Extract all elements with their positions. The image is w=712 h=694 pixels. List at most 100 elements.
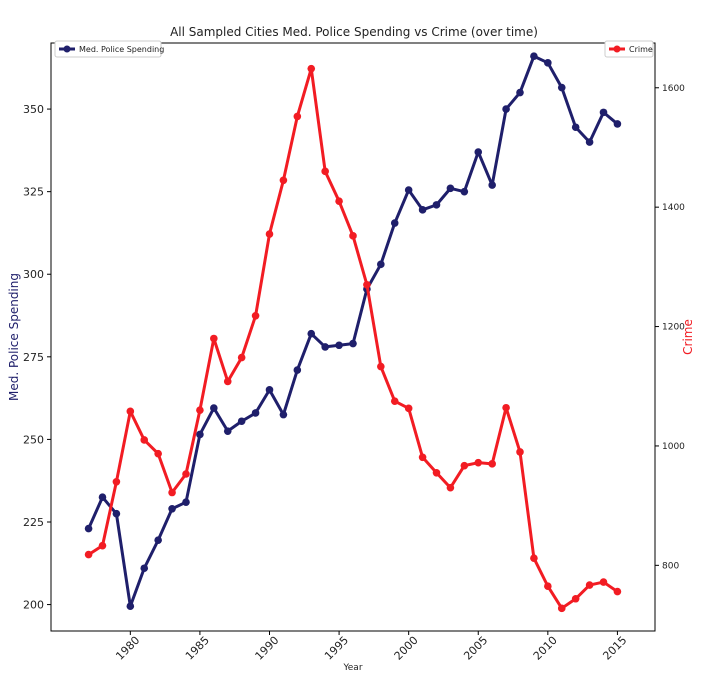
- data-point-police-spending: [432, 201, 441, 209]
- data-point-police-spending: [154, 536, 162, 544]
- data-point-crime: [404, 404, 413, 413]
- data-point-police-spending: [126, 602, 135, 611]
- data-point-police-spending: [293, 366, 302, 374]
- data-point-police-spending: [571, 123, 580, 132]
- right-y-tick-label: 1200: [662, 323, 685, 333]
- legend-left-box: [54, 40, 162, 58]
- data-point-police-spending: [390, 219, 399, 227]
- data-point-police-spending: [585, 138, 594, 146]
- data-point-crime: [279, 176, 288, 185]
- data-point-crime: [349, 232, 357, 240]
- right-y-tick-label: 1400: [662, 203, 685, 213]
- right-y-tick-label: 1000: [662, 442, 685, 452]
- data-point-police-spending: [474, 148, 483, 156]
- left-y-axis-label: Med. Police Spending: [7, 273, 21, 401]
- legend-right: Crime: [604, 40, 654, 58]
- data-point-crime: [390, 397, 399, 405]
- left-y-axis-ticks: 200 225 250 275 300 325 350: [23, 103, 51, 612]
- data-point-crime: [557, 604, 566, 613]
- data-point-crime: [544, 582, 552, 591]
- data-point-crime: [223, 377, 232, 386]
- right-y-axis-label: Crime: [681, 319, 695, 355]
- right-y-tick-label: 800: [662, 561, 679, 571]
- left-y-tick-label: 300: [23, 268, 44, 281]
- left-y-tick-label: 250: [23, 433, 44, 446]
- data-point-crime: [140, 436, 149, 444]
- data-point-crime: [98, 541, 107, 550]
- legend-right-label: Crime: [629, 45, 653, 54]
- data-point-crime: [251, 312, 260, 320]
- data-point-crime: [363, 280, 371, 289]
- data-point-police-spending: [237, 417, 246, 426]
- data-point-police-spending: [182, 498, 190, 506]
- data-point-police-spending: [377, 260, 385, 269]
- data-point-crime: [516, 448, 524, 456]
- data-point-police-spending: [349, 339, 357, 348]
- data-point-police-spending: [168, 504, 176, 513]
- data-point-crime: [488, 460, 496, 468]
- data-point-crime: [571, 594, 580, 603]
- data-point-police-spending: [265, 386, 274, 394]
- left-y-tick-label: 275: [23, 351, 44, 364]
- data-point-crime: [321, 167, 329, 176]
- data-point-crime: [335, 197, 343, 205]
- legend-left-label: Med. Police Spending: [79, 45, 164, 54]
- data-point-police-spending: [544, 59, 552, 67]
- data-point-crime: [585, 581, 594, 589]
- data-point-police-spending: [488, 181, 496, 189]
- data-point-crime: [432, 469, 441, 477]
- data-point-crime: [154, 449, 162, 458]
- data-point-police-spending: [84, 524, 93, 533]
- data-point-police-spending: [223, 427, 232, 435]
- data-point-police-spending: [502, 105, 510, 113]
- left-y-tick-label: 325: [23, 186, 44, 199]
- data-point-police-spending: [196, 430, 204, 439]
- data-point-police-spending: [446, 184, 455, 193]
- legend-right-box: [604, 40, 654, 58]
- data-point-crime: [237, 353, 246, 362]
- data-point-crime: [599, 578, 608, 586]
- data-point-police-spending: [418, 206, 427, 214]
- data-point-police-spending: [516, 88, 524, 97]
- data-point-police-spending: [613, 120, 622, 128]
- data-point-police-spending: [460, 187, 469, 196]
- x-axis-label: Year: [342, 663, 362, 673]
- data-point-police-spending: [321, 343, 329, 351]
- data-point-police-spending: [98, 493, 107, 502]
- data-point-police-spending: [279, 410, 288, 419]
- data-point-crime: [502, 403, 510, 412]
- data-point-crime: [196, 406, 204, 414]
- data-point-crime: [460, 461, 469, 470]
- data-point-crime: [446, 483, 455, 492]
- data-point-police-spending: [404, 186, 413, 194]
- data-point-crime: [84, 550, 93, 559]
- data-point-crime: [168, 488, 176, 497]
- data-point-police-spending: [557, 83, 566, 92]
- series-layer: [84, 52, 622, 613]
- data-point-police-spending: [307, 329, 316, 338]
- data-point-police-spending: [530, 52, 538, 61]
- data-point-police-spending: [335, 341, 343, 350]
- data-point-crime: [530, 554, 538, 562]
- chart-title: All Sampled Cities Med. Police Spending …: [170, 25, 538, 39]
- left-y-tick-label: 200: [23, 599, 44, 612]
- data-point-crime: [418, 453, 427, 462]
- plot-area-frame: [50, 42, 656, 632]
- left-y-tick-label: 350: [23, 103, 44, 116]
- data-point-crime: [210, 334, 218, 343]
- right-y-axis-ticks: 800 1000 1200 1400 1600: [655, 84, 685, 571]
- data-point-police-spending: [251, 409, 260, 417]
- data-point-crime: [112, 477, 121, 486]
- data-point-crime: [613, 587, 622, 596]
- data-point-police-spending: [599, 108, 608, 117]
- data-point-crime: [474, 458, 483, 467]
- legend-left-swatch-marker: [63, 45, 71, 53]
- data-point-crime: [307, 64, 316, 73]
- data-point-crime: [377, 362, 385, 371]
- data-point-crime: [182, 470, 190, 478]
- data-point-crime: [265, 230, 274, 238]
- legend-left: Med. Police Spending: [54, 40, 164, 58]
- data-point-police-spending: [112, 509, 121, 518]
